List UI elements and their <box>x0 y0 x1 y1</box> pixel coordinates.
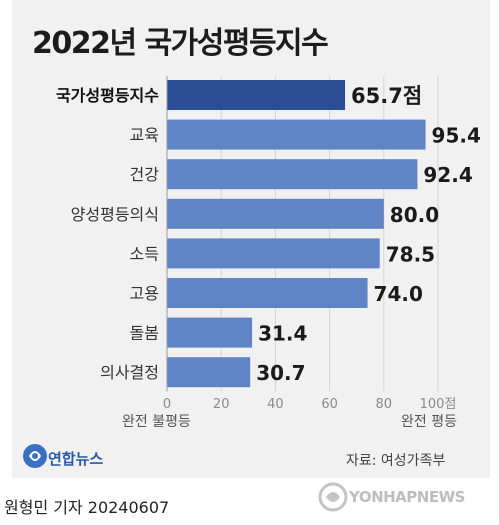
value-label: 95.4 <box>432 124 481 148</box>
watermark-icon <box>318 482 348 512</box>
category-label: 양성평등의식 <box>71 205 159 224</box>
value-label: 74.0 <box>374 282 423 306</box>
bar <box>167 278 368 308</box>
bar <box>167 159 418 190</box>
watermark-text: YONHAPNEWS <box>349 488 465 506</box>
agency-name: 연합뉴스 <box>48 450 104 468</box>
bar <box>167 357 251 388</box>
category-label: 교육 <box>130 126 159 145</box>
x-tick-label: 40 <box>267 397 284 412</box>
x-left-caption: 완전 불평등 <box>122 414 191 430</box>
category-label: 국가성평등지수 <box>56 86 159 105</box>
x-tick-label: 100점 <box>420 397 457 412</box>
x-tick-label: 0 <box>163 397 171 412</box>
x-tick-label: 80 <box>376 397 393 412</box>
x-tick-label: 20 <box>213 397 230 412</box>
chart-title: 2022년 국가성평등지수 <box>32 26 329 61</box>
x-tick-label: 60 <box>321 397 338 412</box>
bar <box>167 317 253 348</box>
value-label: 78.5 <box>386 242 435 266</box>
category-label: 소득 <box>130 244 159 263</box>
value-label: 30.7 <box>256 361 305 385</box>
reporter-credit: 원형민 기자 20240607 <box>4 498 170 517</box>
value-label: 80.0 <box>390 203 439 227</box>
yonhap-logo-icon <box>23 444 47 468</box>
bar <box>167 198 384 229</box>
source-note: 자료: 여성가족부 <box>346 453 446 469</box>
category-label: 건강 <box>130 165 160 184</box>
category-label: 돌봄 <box>130 324 159 343</box>
value-label: 31.4 <box>258 322 307 346</box>
value-label: 92.4 <box>423 163 472 187</box>
bar <box>167 119 426 150</box>
x-right-caption: 완전 평등 <box>401 414 457 430</box>
bar <box>167 238 380 269</box>
category-label: 의사결정 <box>100 363 159 382</box>
category-label: 고용 <box>130 284 159 303</box>
bar <box>167 80 346 110</box>
value-label: 65.7점 <box>351 84 422 108</box>
